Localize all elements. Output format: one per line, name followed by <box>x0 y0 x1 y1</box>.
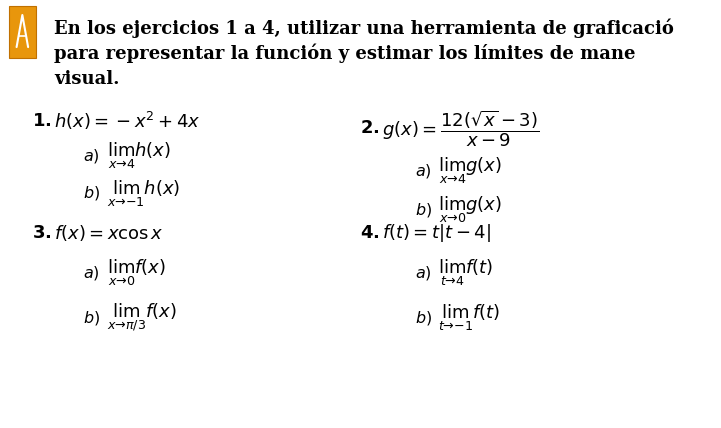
Text: $\lim_{t \to -1} f(t)$: $\lim_{t \to -1} f(t)$ <box>438 302 500 333</box>
Text: $a)$: $a)$ <box>415 162 431 180</box>
Text: $\mathbf{4.}$: $\mathbf{4.}$ <box>360 224 380 242</box>
Text: $\mathbf{1.}$: $\mathbf{1.}$ <box>32 112 52 130</box>
Text: $\lim_{x \to 4} g(x)$: $\lim_{x \to 4} g(x)$ <box>438 156 503 187</box>
Text: $\mathbf{3.}$: $\mathbf{3.}$ <box>32 224 52 242</box>
Text: $\lim_{x \to -1} h(x)$: $\lim_{x \to -1} h(x)$ <box>107 178 180 209</box>
Text: visual.: visual. <box>54 70 120 88</box>
Text: $\lim_{x \to 4} h(x)$: $\lim_{x \to 4} h(x)$ <box>107 141 171 172</box>
Text: $b)$: $b)$ <box>83 309 100 327</box>
Text: $\lim_{t \to 4} f(t)$: $\lim_{t \to 4} f(t)$ <box>438 257 494 288</box>
Text: $b)$: $b)$ <box>415 201 432 219</box>
Text: para representar la función y estimar los límites de mane: para representar la función y estimar lo… <box>54 44 636 63</box>
Text: $h(x) = -x^2 + 4x$: $h(x) = -x^2 + 4x$ <box>54 110 200 132</box>
Text: $a)$: $a)$ <box>83 147 99 165</box>
Text: $\mathbf{2.}$: $\mathbf{2.}$ <box>360 119 380 137</box>
Text: $b)$: $b)$ <box>83 184 100 202</box>
Text: $f(t) = t|t - 4|$: $f(t) = t|t - 4|$ <box>382 222 491 244</box>
Text: $b)$: $b)$ <box>415 309 432 327</box>
Text: $a)$: $a)$ <box>415 264 431 282</box>
Text: $a)$: $a)$ <box>83 264 99 282</box>
Text: $\lim_{x \to 0} f(x)$: $\lim_{x \to 0} f(x)$ <box>107 257 166 288</box>
FancyBboxPatch shape <box>9 6 36 58</box>
Text: $g(x) = \dfrac{12(\sqrt{x}-3)}{x-9}$: $g(x) = \dfrac{12(\sqrt{x}-3)}{x-9}$ <box>382 108 539 149</box>
Text: $\lim_{x \to 0} g(x)$: $\lim_{x \to 0} g(x)$ <box>438 194 503 225</box>
Text: En los ejercicios 1 a 4, utilizar una herramienta de graficació: En los ejercicios 1 a 4, utilizar una he… <box>54 18 674 38</box>
Text: $\lim_{x \to \pi/3} f(x)$: $\lim_{x \to \pi/3} f(x)$ <box>107 302 177 333</box>
Text: $f(x) = x \cos x$: $f(x) = x \cos x$ <box>54 223 164 243</box>
